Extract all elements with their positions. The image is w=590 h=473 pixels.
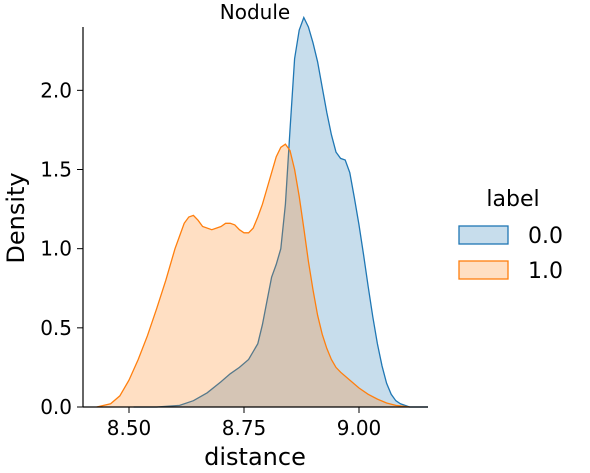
legend-items: 0.01.0 bbox=[458, 224, 563, 284]
x-ticks: 8.50 8.75 9.00 bbox=[107, 407, 382, 440]
y-tick-label: 2.0 bbox=[40, 78, 72, 102]
x-tick-label: 9.00 bbox=[337, 416, 382, 440]
y-tick-label: 1.5 bbox=[40, 158, 72, 182]
density-area-1.0 bbox=[96, 144, 410, 407]
legend-swatch-0.0 bbox=[458, 225, 509, 245]
density-areas bbox=[96, 15, 428, 408]
x-tick-label: 8.75 bbox=[222, 416, 267, 440]
chart-title: Nodule bbox=[220, 0, 290, 24]
density-area-0.0 bbox=[133, 17, 428, 407]
legend-label-0.0: 0.0 bbox=[528, 224, 563, 249]
y-tick-label: 0.0 bbox=[40, 395, 72, 419]
density-line-0.0 bbox=[133, 15, 428, 408]
x-tick-label: 8.50 bbox=[107, 416, 152, 440]
y-ticks: 0.0 0.5 1.0 1.5 2.0 bbox=[40, 78, 83, 419]
density-line-1.0 bbox=[96, 143, 410, 408]
y-tick-label: 1.0 bbox=[40, 237, 72, 261]
legend-swatch-1.0 bbox=[458, 260, 509, 280]
legend: label 0.01.0 bbox=[458, 187, 563, 284]
y-tick-label: 0.5 bbox=[40, 316, 72, 340]
legend-title: label bbox=[486, 187, 539, 212]
x-axis-label: distance bbox=[204, 443, 306, 471]
legend-label-1.0: 1.0 bbox=[528, 259, 563, 284]
y-axis-label: Density bbox=[2, 172, 30, 263]
